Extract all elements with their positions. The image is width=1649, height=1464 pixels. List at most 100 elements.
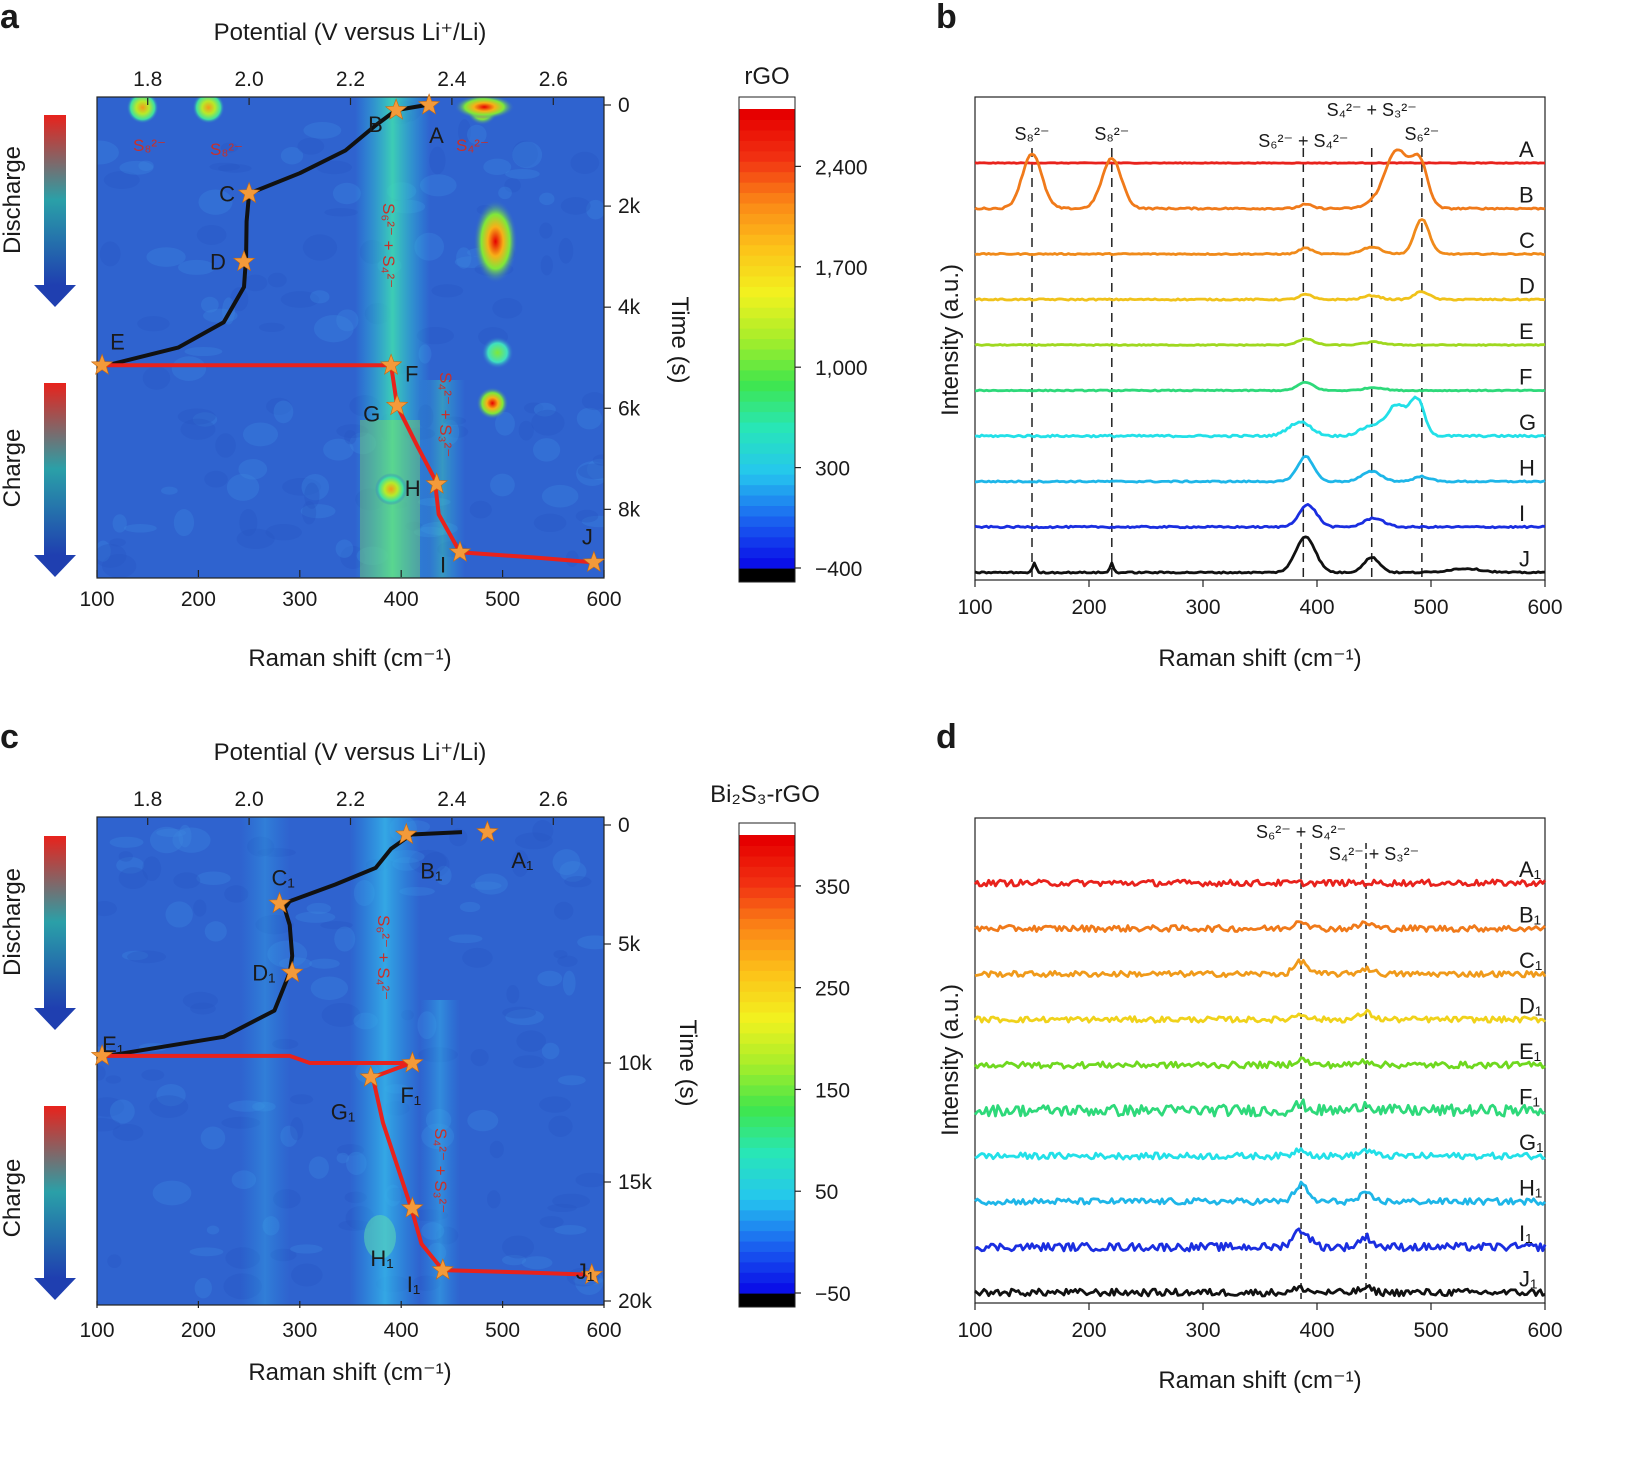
- heatmap-a: 100 200 300 400 500 600 1.8 2.0 2.2 2.4 2.6 0 2k 4k 6k…: [79, 68, 640, 611]
- colorbar-c-step: [739, 855, 795, 867]
- heatmap-c-point-label: J₁: [576, 1259, 594, 1284]
- colorbar-c-step: [739, 1178, 795, 1190]
- colorbar-c-step: [739, 1157, 795, 1169]
- spectra-b-series-label: H: [1519, 456, 1535, 481]
- heatmap-a-texture-blob: [304, 482, 320, 509]
- spectra-d-series-label: A₁: [1519, 857, 1541, 882]
- colorbar-a-step: [739, 129, 795, 141]
- spectra-d-series-line: [973, 878, 1547, 888]
- heatmap-c-y-axis-title: Time (s): [674, 1019, 701, 1106]
- spectra-d: A₁ B₁ C₁ D₁ E₁ F₁ G₁ H₁ I₁ J₁ 100 200 300 400 500 600 S…: [957, 817, 1563, 1342]
- spectra-d-series-label: H₁: [1519, 1176, 1542, 1201]
- colorbar-c-step: [739, 928, 795, 940]
- heatmap-a-texture-blob: [532, 438, 561, 462]
- heatmap-c: 100 200 300 400 500 600 1.8 2.0 2.2 2.4 2.6 0 5k 10k 1…: [79, 788, 652, 1342]
- spectra-b-peak-label: S₄²⁻ + S₃²⁻: [1327, 100, 1417, 120]
- heatmap-a-point-label: E: [110, 329, 125, 354]
- heatmap-c-point-label: A₁: [511, 848, 533, 873]
- spectra-b-series-line: [974, 218, 1546, 257]
- heatmap-c-point-1-star: [394, 822, 418, 845]
- heatmap-c-texture-blob: [189, 1247, 224, 1257]
- spectra-b-series-line: [974, 380, 1546, 393]
- heatmap-c-texture-blob: [196, 871, 231, 886]
- heatmap-c-point-0-star: [476, 820, 499, 842]
- heatmap-c-annotation-s6s4: S₆²⁻ + S₄²⁻: [374, 915, 393, 1000]
- spectra-b-series-line: [974, 395, 1546, 439]
- heatmap-a-texture-blob: [280, 291, 320, 308]
- heatmap-a-texture-blob: [273, 400, 294, 424]
- heatmap-a-texture-blob: [220, 142, 238, 153]
- heatmap-c-texture-blob: [173, 872, 201, 889]
- heatmap-a-texture-blob: [97, 543, 127, 568]
- heatmap-a-texture-blob: [209, 162, 241, 171]
- colorbar-a-step: [739, 192, 795, 204]
- heatmap-c-texture-blob: [521, 1256, 553, 1270]
- heatmap-c-texture-blob: [547, 1203, 577, 1213]
- heatmap-a-texture-blob: [239, 508, 258, 537]
- heatmap-a-texture-blob: [198, 189, 233, 215]
- colorbar-c-step: [739, 939, 795, 951]
- heatmap-a-point-1-star: [384, 98, 408, 120]
- colorbar-a-step: [739, 536, 795, 548]
- heatmap-a-top-tick-label: 2.6: [539, 68, 568, 91]
- heatmap-c-texture-blob: [194, 1277, 212, 1299]
- heatmap-a-texture-blob: [146, 247, 186, 267]
- heatmap-c-texture-blob: [514, 832, 553, 850]
- heatmap-a-top-axis-title: Potential (V versus Li⁺/Li): [214, 19, 487, 46]
- heatmap-c-x-tick-label: 400: [384, 1319, 419, 1342]
- heatmap-a-texture-blob: [570, 151, 600, 174]
- heatmap-a-point-label: A: [429, 123, 444, 148]
- heatmap-c-x-axis-title: Raman shift (cm⁻¹): [248, 1359, 451, 1386]
- heatmap-a-point-label: C: [219, 181, 235, 206]
- heatmap-a-point-3-star: [232, 249, 256, 272]
- heatmap-c-texture-blob: [487, 1190, 501, 1209]
- heatmap-a-annotation-s8-2: S₈²⁻: [210, 140, 243, 159]
- heatmap-c-band-445: [420, 1000, 460, 1305]
- spectra-b-x-tick-label: 400: [1299, 596, 1334, 619]
- heatmap-c-texture-blob: [200, 1126, 226, 1150]
- heatmap-c-texture-blob: [502, 1235, 535, 1259]
- colorbar-c-step: [739, 1084, 795, 1096]
- colorbar-c-step: [739, 1001, 795, 1013]
- heatmap-a-texture-blob: [332, 182, 361, 205]
- heatmap-a-top-tick-label: 2.2: [336, 68, 365, 91]
- spectra-b-series-label: I: [1519, 501, 1525, 526]
- heatmap-c-texture-blob: [552, 849, 581, 876]
- colorbar-a-step: [739, 171, 795, 183]
- colorbar-c-step: [739, 845, 795, 857]
- colorbar-c-step: [739, 876, 795, 888]
- colorbar-c-tick-label: −50: [815, 1283, 851, 1306]
- heatmap-a-texture-blob: [112, 514, 127, 533]
- heatmap-c-texture-blob: [459, 901, 481, 913]
- heatmap-c-y-tick-label: 5k: [618, 933, 641, 956]
- colorbar-a-step: [739, 265, 795, 277]
- heatmap-c-texture-blob: [105, 1075, 122, 1084]
- heatmap-c-texture-blob: [172, 827, 211, 853]
- spectra-b-series-label: G: [1519, 410, 1536, 435]
- colorbar-a-title: rGO: [744, 63, 789, 90]
- colorbar-c-step: [739, 1032, 795, 1044]
- spectra-d-series-label: E₁: [1519, 1039, 1541, 1064]
- spectra-d-series-line: [974, 1147, 1546, 1161]
- colorbar-a-tick-label: −400: [815, 558, 862, 581]
- heatmap-c-texture-blob: [156, 1084, 186, 1107]
- heatmap-c-y-tick-label: 0: [618, 814, 630, 837]
- heatmap-a-point-5-star: [379, 353, 403, 375]
- heatmap-a-hot-spot: [476, 387, 509, 420]
- heatmap-a-texture-blob: [243, 274, 268, 292]
- heatmap-a-texture-blob: [142, 366, 171, 390]
- heatmap-a-y-tick-label: 8k: [618, 498, 641, 521]
- heatmap-a-texture-blob: [541, 484, 579, 508]
- colorbar-a-step: [739, 380, 795, 392]
- heatmap-a-texture-blob: [323, 438, 354, 461]
- colorbar-c-step: [739, 866, 795, 878]
- spectra-d-y-axis-title: Intensity (a.u.): [937, 984, 964, 1136]
- heatmap-c-texture-blob: [548, 1115, 573, 1137]
- heatmap-c-point-label: I₁: [407, 1272, 421, 1297]
- heatmap-a-texture-blob: [324, 208, 358, 217]
- heatmap-c-texture-blob: [156, 828, 187, 837]
- spectra-b-x-tick-label: 300: [1185, 596, 1220, 619]
- colorbar-a-step: [739, 255, 795, 267]
- heatmap-c-texture-blob: [97, 1097, 125, 1117]
- colorbar-a-base: [739, 568, 795, 582]
